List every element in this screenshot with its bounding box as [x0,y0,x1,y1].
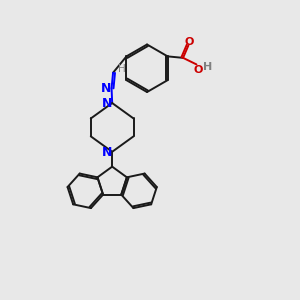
Text: O: O [193,65,203,75]
Text: N: N [101,82,111,95]
Text: H: H [118,64,126,74]
Text: N: N [102,146,112,159]
Text: N: N [102,97,112,110]
Text: H: H [203,62,212,72]
Text: O: O [184,37,194,46]
